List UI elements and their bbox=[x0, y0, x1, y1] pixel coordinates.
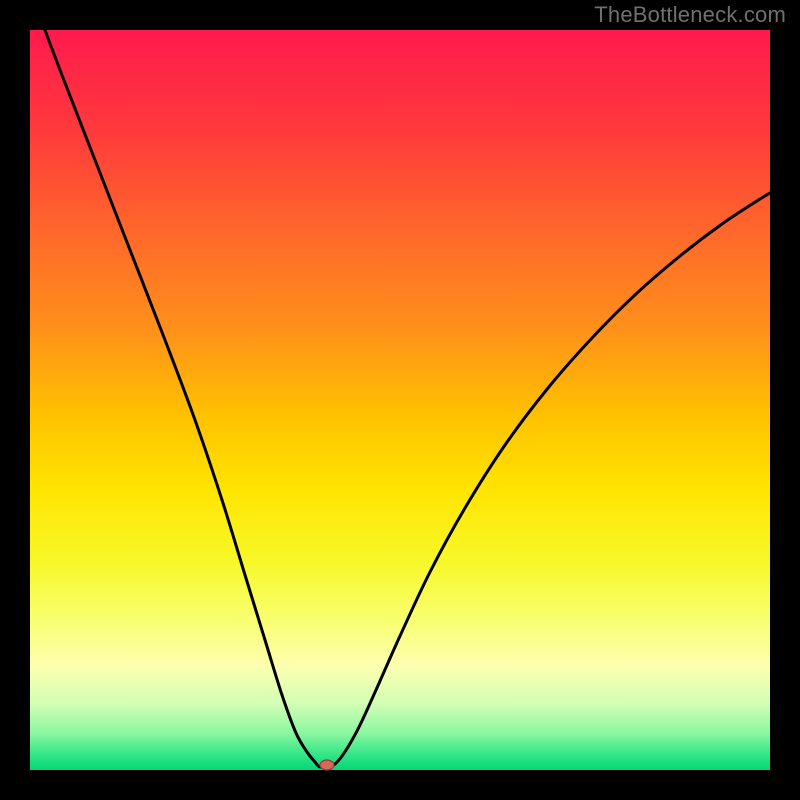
bottleneck-chart bbox=[0, 0, 800, 800]
optimum-marker bbox=[320, 760, 334, 770]
chart-container: TheBottleneck.com bbox=[0, 0, 800, 800]
chart-background-gradient bbox=[30, 30, 770, 770]
watermark-text: TheBottleneck.com bbox=[594, 2, 786, 28]
